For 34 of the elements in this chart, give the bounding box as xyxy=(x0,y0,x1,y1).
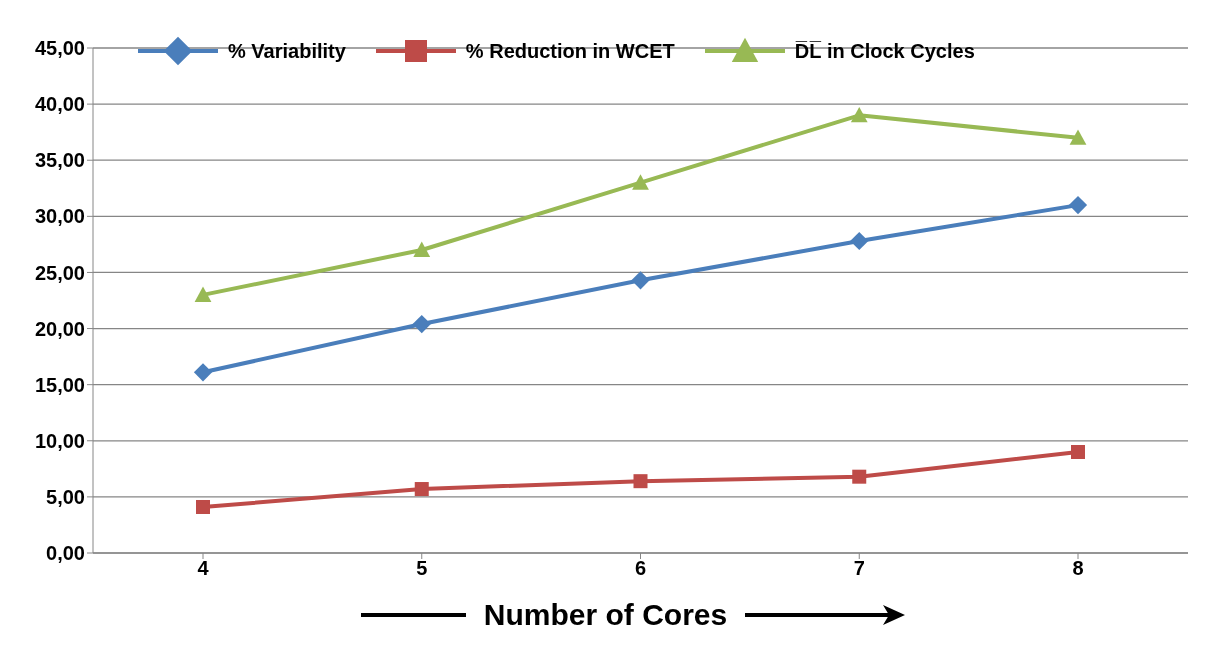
point xyxy=(412,314,431,334)
y-tick-label: 5,00 xyxy=(46,485,85,508)
point xyxy=(414,482,429,497)
y-tick-label: 45,00 xyxy=(34,37,85,60)
x-tick-label: 6 xyxy=(634,557,647,580)
point xyxy=(1071,445,1085,459)
y-tick-label: 0,00 xyxy=(46,542,85,565)
point xyxy=(1068,196,1088,215)
y-tick-label: 30,00 xyxy=(34,205,85,228)
point xyxy=(413,241,431,257)
legend-label: % Variability xyxy=(228,39,346,63)
legend-label: D̅L̅ in Clock Cycles xyxy=(794,39,975,63)
y-tick-label: 40,00 xyxy=(34,93,85,116)
y-tick-label: 10,00 xyxy=(34,429,85,452)
x-tick-label: 7 xyxy=(853,557,865,580)
point xyxy=(631,271,650,290)
y-tick-label: 25,00 xyxy=(34,261,85,284)
point xyxy=(1069,129,1087,145)
y-tick-label: 35,00 xyxy=(34,149,85,172)
x-tick-label: 8 xyxy=(1072,557,1084,580)
point xyxy=(632,174,649,190)
point xyxy=(193,363,213,382)
x-axis-title: Number of Cores xyxy=(483,598,728,632)
point xyxy=(852,469,867,484)
point xyxy=(633,474,648,489)
x-tick-label: 5 xyxy=(416,557,428,580)
x-tick-label: 4 xyxy=(197,557,210,580)
point xyxy=(194,286,212,302)
point xyxy=(850,231,869,251)
legend-label: % Reduction in WCET xyxy=(465,39,675,63)
y-tick-label: 15,00 xyxy=(34,373,85,396)
y-tick-label: 20,00 xyxy=(34,317,85,340)
point xyxy=(196,499,210,514)
point xyxy=(850,106,868,123)
